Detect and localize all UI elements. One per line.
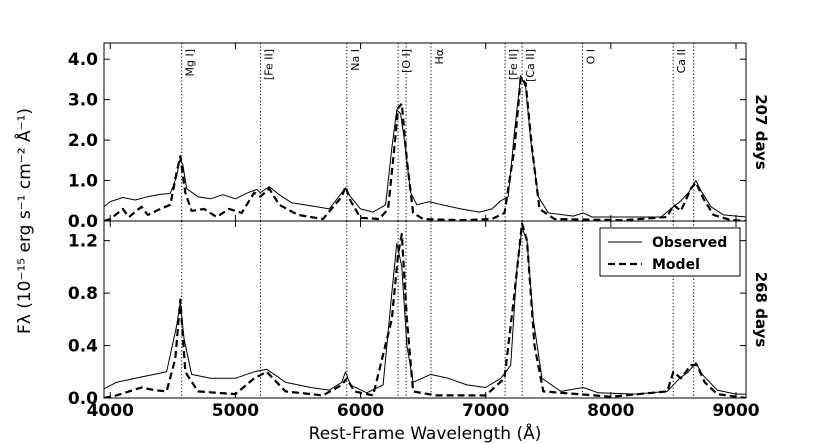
y-tick-label: 0.0 (68, 389, 98, 409)
line-label-1: Mg I] (184, 49, 197, 77)
y-tick-label: 1.2 (68, 232, 98, 252)
series-observed-2 (104, 227, 746, 395)
series-observed-1 (104, 74, 746, 218)
legend-label-model: Model (652, 257, 700, 273)
y-axis-label: Fλ (10⁻¹⁵ erg s⁻¹ cm⁻² Å⁻¹) (13, 108, 35, 334)
panel-1: Mg I] [Fe II] Na I [O I] Hα [Fe II] [Ca II] O I… (68, 42, 770, 232)
y-tick-label: 0.8 (68, 284, 98, 304)
legend-box (599, 227, 741, 277)
series-model-2 (104, 222, 746, 398)
line-label-6: Hα (433, 49, 446, 65)
y-tick-label: 0.4 (68, 337, 98, 357)
line-label-7: [Fe II] (507, 49, 520, 80)
x-tick-label: 6000 (337, 401, 384, 421)
line-label-8: [Ca II] (524, 49, 537, 82)
panel-2: 0.0 0.4 0.8 1.2 268 days (68, 220, 770, 409)
y-tick-label: 0.0 (68, 212, 98, 232)
x-tick-label: 4000 (87, 401, 134, 421)
line-label-3: Na I (349, 49, 362, 71)
line-label-2: [Fe II] (262, 49, 275, 80)
line-label-10: Ca II (675, 49, 688, 73)
y-tick-label: 3.0 (68, 91, 98, 111)
x-tick-label: 7000 (462, 401, 509, 421)
x-tick-label: 8000 (587, 401, 634, 421)
panel-frame (103, 220, 747, 399)
epoch-label-2: 268 days (752, 272, 770, 348)
series-model-1 (104, 76, 746, 221)
y-tick-label: 4.0 (68, 50, 98, 70)
epoch-label-1: 207 days (752, 94, 770, 170)
y-tick-label: 2.0 (68, 131, 98, 151)
x-axis-label: Rest-Frame Wavelength (Å) (309, 422, 542, 443)
x-tick-label: 9000 (712, 401, 759, 421)
y-tick-label: 1.0 (68, 172, 98, 192)
line-label-9: O I (585, 49, 598, 64)
legend-label-observed: Observed (652, 235, 727, 251)
x-tick-label: 5000 (212, 401, 259, 421)
panel-frame (103, 42, 747, 222)
legend: Observed Model (599, 227, 741, 277)
